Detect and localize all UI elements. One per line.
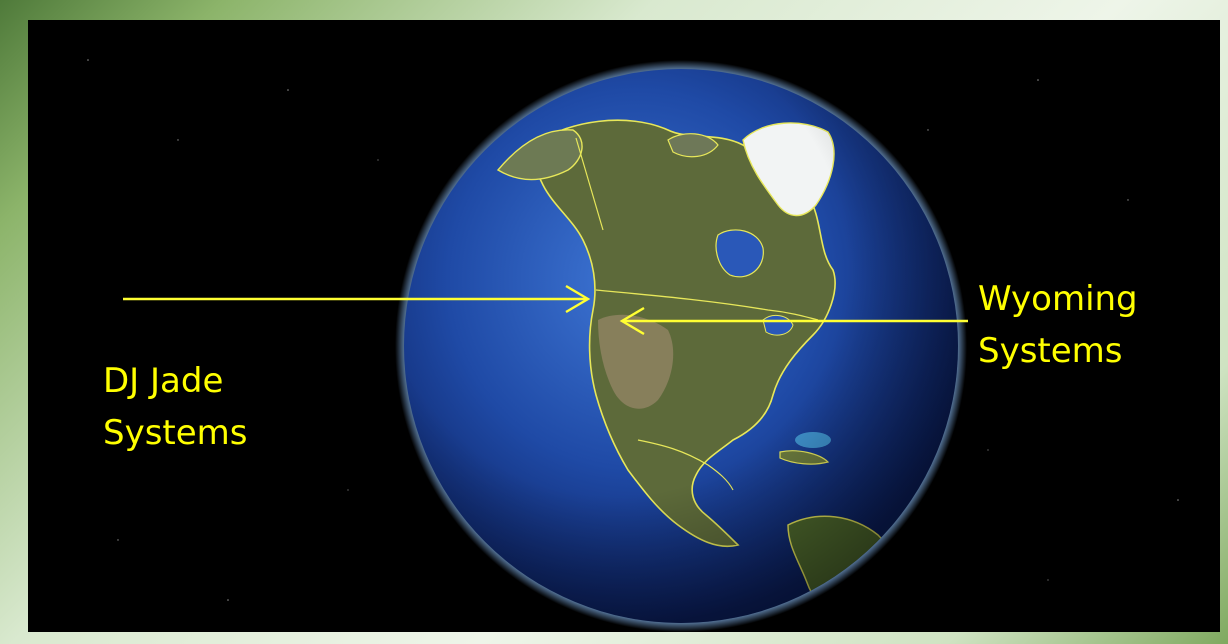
label-dj-jade-line1: DJ Jade [103, 361, 224, 401]
arrow-dj-jade [123, 284, 591, 314]
globe-shading [404, 69, 958, 623]
label-wyoming-line2: Systems [978, 331, 1123, 371]
label-dj-jade-systems: DJ Jade Systems [103, 355, 248, 459]
globe-scene [87, 59, 1179, 632]
globe-image-frame: DJ Jade Systems Wyoming Systems [28, 20, 1220, 632]
label-dj-jade-line2: Systems [103, 413, 248, 453]
label-wyoming-line1: Wyoming [978, 279, 1138, 319]
arrow-wyoming [619, 306, 968, 336]
stars [87, 59, 1179, 601]
label-wyoming-systems: Wyoming Systems [978, 273, 1138, 377]
